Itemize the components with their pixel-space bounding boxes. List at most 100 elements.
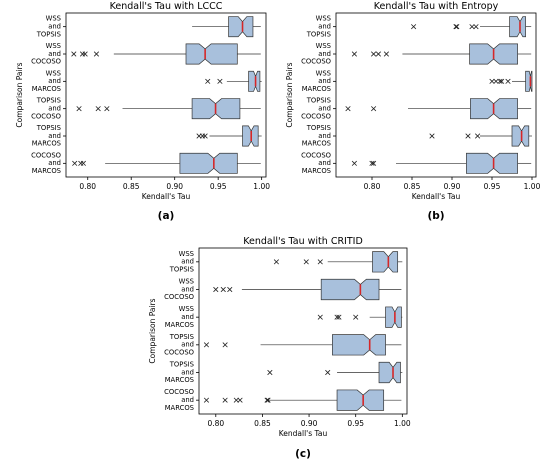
x-tick-label: 0.95 — [484, 182, 501, 191]
x-tick-label: 0.90 — [301, 419, 318, 428]
x-tick-label: 0.80 — [207, 419, 224, 428]
flier-marker — [205, 78, 211, 84]
box-body — [228, 16, 254, 38]
y-tick-label: WSS — [179, 250, 194, 258]
flier-marker — [475, 133, 481, 139]
flier-stroke — [203, 397, 210, 403]
y-tick-label: COCOSO — [301, 58, 331, 66]
flier-marker — [213, 286, 219, 293]
chart-title: Kendall's Tau with CRITID — [243, 236, 363, 247]
flier-marker — [80, 160, 86, 166]
y-tick-label: MARCOS — [302, 140, 331, 148]
y-tick-label: COCOSO — [164, 348, 194, 356]
flier-marker — [264, 397, 270, 403]
flier-marker — [499, 78, 505, 84]
x-tick-label: 1.00 — [253, 182, 270, 191]
flier-marker — [469, 24, 475, 30]
y-tick-label: MARCOS — [165, 376, 194, 384]
flier-marker — [383, 51, 389, 57]
flier-stroke — [454, 24, 460, 30]
flier-stroke — [369, 160, 375, 166]
y-tick-label: TOPSIS — [306, 97, 331, 105]
flier-stroke — [317, 314, 323, 320]
flier-marker — [222, 397, 228, 403]
box-body — [466, 152, 518, 174]
flier-stroke — [499, 78, 505, 84]
y-tick-label: TOPSIS — [306, 30, 331, 38]
axes-frame — [65, 12, 267, 178]
flier-marker — [334, 314, 340, 320]
flier-marker — [497, 78, 503, 84]
y-tick-label: MARCOS — [32, 85, 61, 93]
flier-stroke — [220, 286, 226, 293]
y-tick-label: and — [181, 313, 194, 321]
flier-marker — [473, 24, 479, 30]
box-body — [372, 251, 399, 273]
flier-marker — [267, 369, 273, 376]
x-tick-label: 1.00 — [524, 182, 541, 191]
x-tick-label: 0.95 — [210, 182, 227, 191]
flier-stroke — [353, 314, 359, 320]
flier-stroke — [345, 106, 351, 112]
flier-marker — [72, 160, 78, 166]
y-tick-label: COCOSO — [301, 112, 331, 120]
flier-marker — [303, 259, 309, 265]
flier-stroke — [317, 259, 323, 265]
flier-marker — [93, 51, 100, 57]
flier-stroke — [493, 78, 499, 84]
flier-stroke — [93, 51, 100, 57]
flier-marker — [199, 133, 206, 139]
chart-panel-2: Kendall's Tau with Entropy 0.80 0.85 0.90 0.… — [285, 1, 541, 222]
flier-stroke — [505, 78, 511, 84]
flier-stroke — [95, 106, 101, 112]
flier-marker — [371, 106, 377, 112]
flier-marker — [371, 160, 377, 166]
flier-stroke — [82, 51, 88, 57]
y-tick-label: WSS — [179, 305, 194, 313]
flier-stroke — [465, 133, 471, 139]
flier-marker — [453, 24, 459, 30]
box-body — [509, 16, 526, 38]
flier-marker — [203, 342, 210, 348]
flier-stroke — [453, 24, 459, 30]
axes-frame — [335, 12, 537, 178]
y-tick-label: TOPSIS — [169, 333, 194, 341]
flier-marker — [411, 24, 417, 30]
y-tick-label: and — [181, 341, 194, 349]
flier-stroke — [267, 369, 273, 376]
panel-label: (c) — [295, 448, 311, 460]
flier-stroke — [202, 133, 208, 139]
y-tick-label: COCOSO — [164, 293, 194, 301]
y-tick-label: WSS — [316, 69, 331, 77]
flier-stroke — [303, 259, 309, 265]
y-tick-label: and — [48, 22, 61, 30]
flier-stroke — [489, 78, 495, 84]
flier-stroke — [334, 314, 340, 320]
flier-marker — [104, 106, 110, 112]
flier-stroke — [71, 51, 77, 57]
flier-marker — [82, 51, 88, 57]
x-tick-label: 1.00 — [394, 419, 411, 428]
y-tick-label: MARCOS — [302, 85, 331, 93]
flier-stroke — [205, 78, 211, 84]
y-tick-label: WSS — [316, 42, 331, 50]
flier-marker — [465, 133, 471, 139]
y-tick-label: and — [181, 285, 194, 293]
flier-stroke — [76, 106, 82, 112]
y-tick-label: and — [48, 132, 61, 140]
flier-marker — [325, 369, 331, 376]
flier-stroke — [469, 24, 475, 30]
box-body — [385, 306, 402, 328]
flier-marker — [371, 51, 377, 57]
y-tick-label: and — [318, 132, 331, 140]
box-body — [248, 70, 261, 92]
